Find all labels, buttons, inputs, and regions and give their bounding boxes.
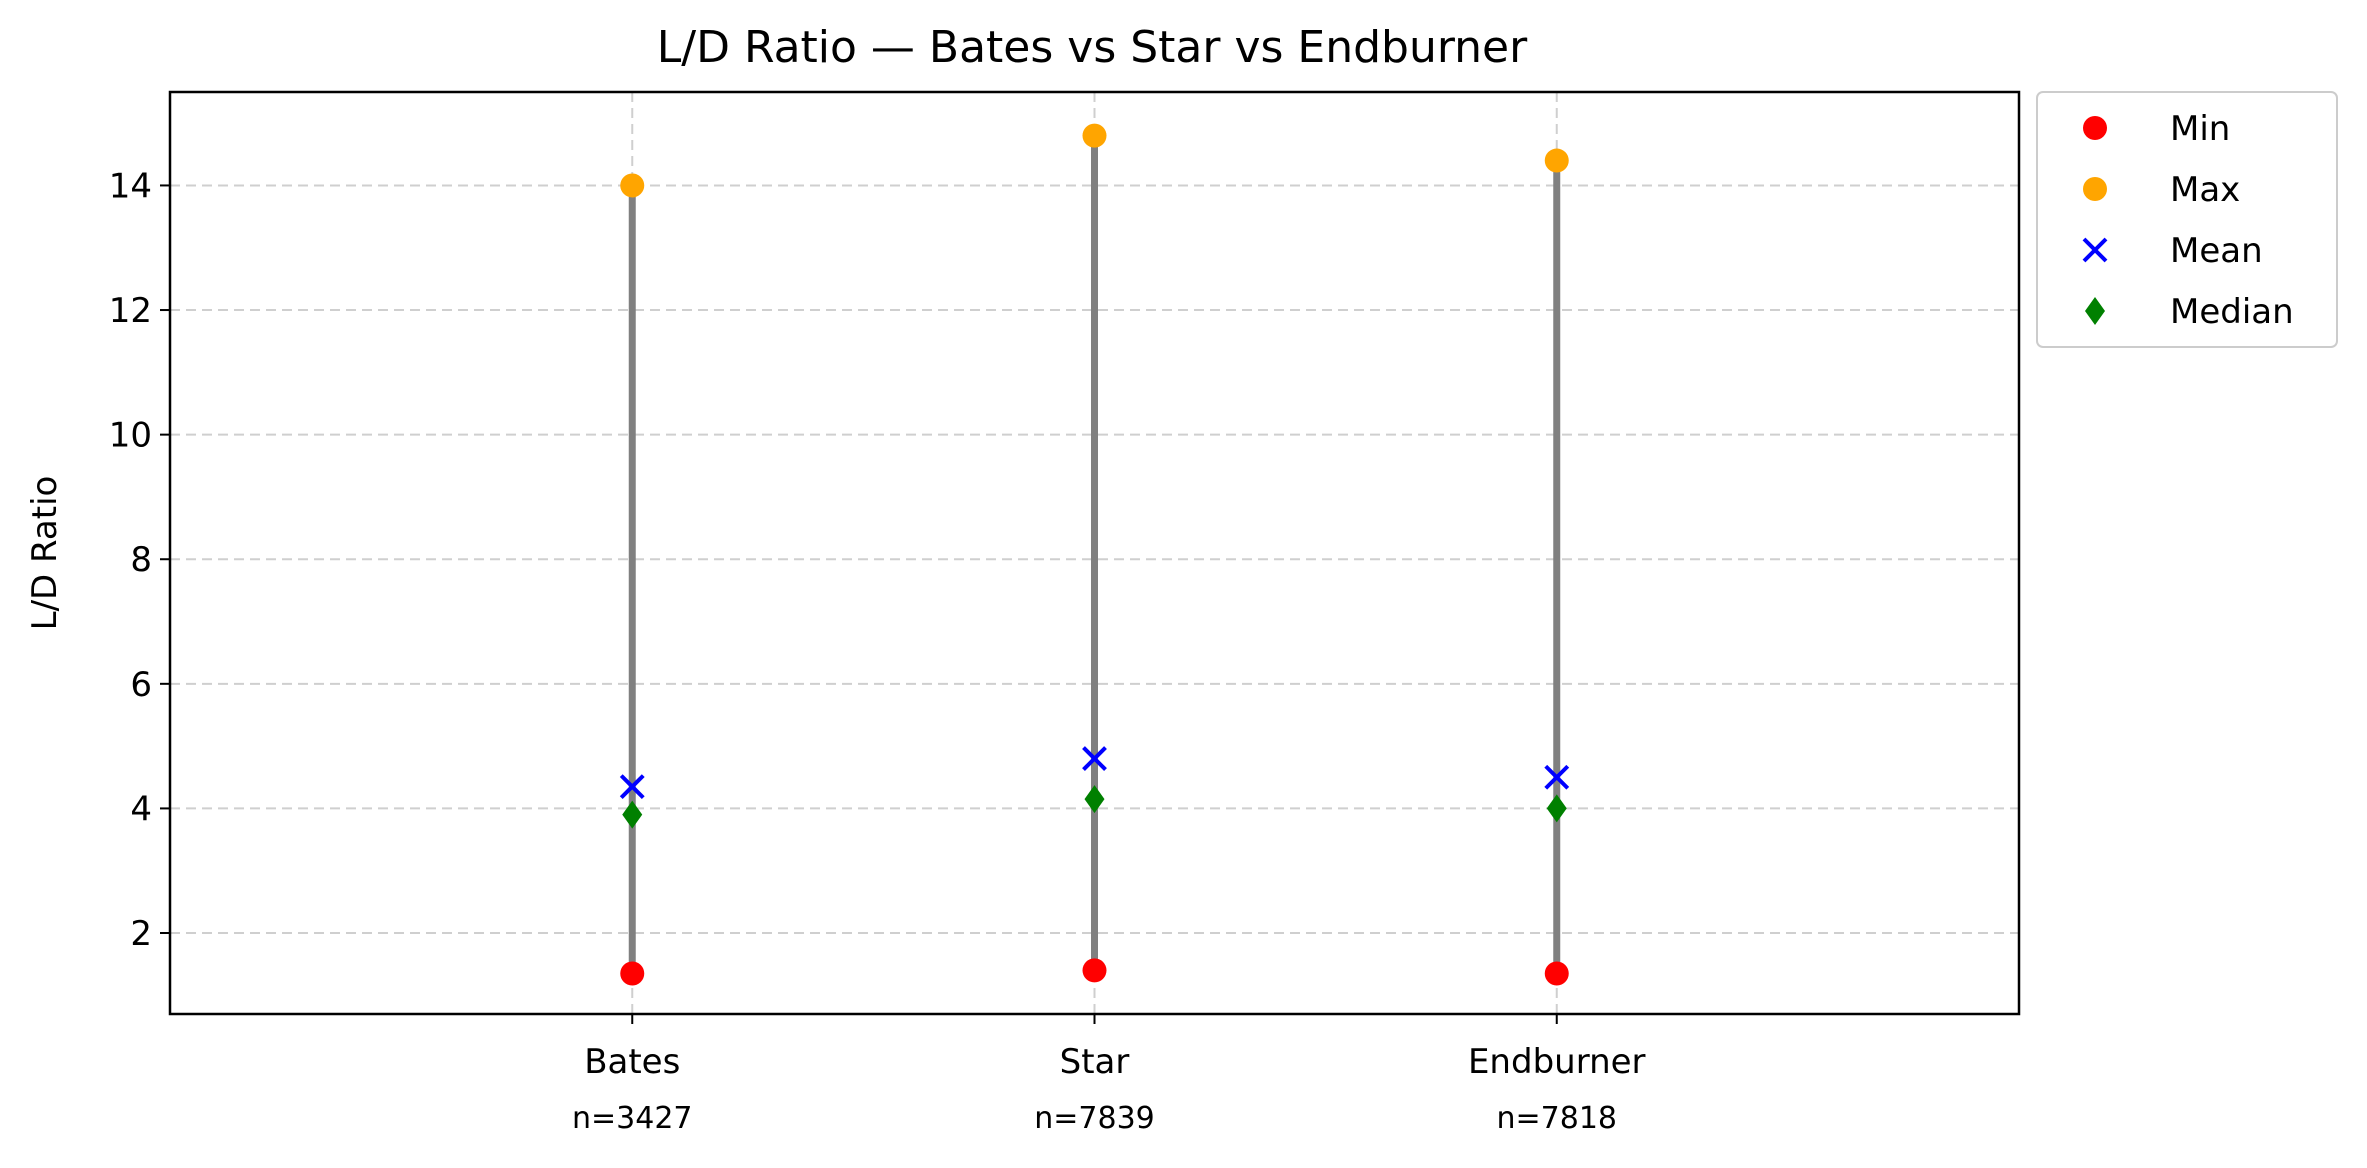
y-tick-label: 2 [130,914,152,954]
median-point [622,800,643,829]
legend-median-marker [2085,297,2105,325]
min-point [1082,958,1107,983]
y-tick-label: 14 [109,166,152,206]
x-tick-label: Bates [584,1042,680,1082]
mean-point-stroke [619,774,645,800]
y-tick-label: 12 [109,291,152,331]
mean-point [619,774,645,800]
y-tick-label: 4 [130,789,152,829]
x-tick-label: Endburner [1468,1042,1646,1082]
max-point [1544,148,1569,173]
mean-point [1544,764,1570,790]
min-point [1544,961,1569,986]
y-axis-label: L/D Ratio [25,476,65,631]
mean-point-stroke [1082,746,1107,771]
y-tick-label: 8 [130,540,152,580]
median-point [1546,794,1567,823]
sample-count-label: n=3427 [572,1101,693,1136]
legend-label-mean: Mean [2170,231,2263,271]
chart-title: L/D Ratio — Bates vs Star vs Endburner [657,22,1528,73]
y-tick-label: 10 [109,416,152,456]
axis-layer: 2 4 6 8 10 12 14 Bates n=3427 Star n=7839 Endburner… [109,166,1646,1136]
sample-count-label: n=7839 [1034,1101,1155,1136]
max-point [1082,123,1107,148]
max-point [620,173,645,198]
range-lines [628,135,1561,974]
mean-point [1082,746,1107,771]
legend-max-marker [2083,177,2107,201]
legend-mean-marker [2082,237,2108,263]
legend: Min Max Mean Median [2036,91,2338,348]
legend-label-median: Median [2170,292,2294,332]
sample-count-label: n=7818 [1497,1101,1618,1136]
x-tick-label: Star [1060,1042,1130,1082]
median-point [1084,785,1105,814]
mean-point-stroke [1544,764,1570,790]
data-markers [619,123,1570,986]
legend-label-max: Max [2170,170,2240,210]
legend-min-marker [2083,116,2107,140]
legend-mean-marker-stroke [2082,237,2108,263]
min-point [620,961,645,986]
legend-label-min: Min [2170,109,2230,149]
legend-box [2036,91,2338,348]
y-tick-label: 6 [130,665,152,705]
